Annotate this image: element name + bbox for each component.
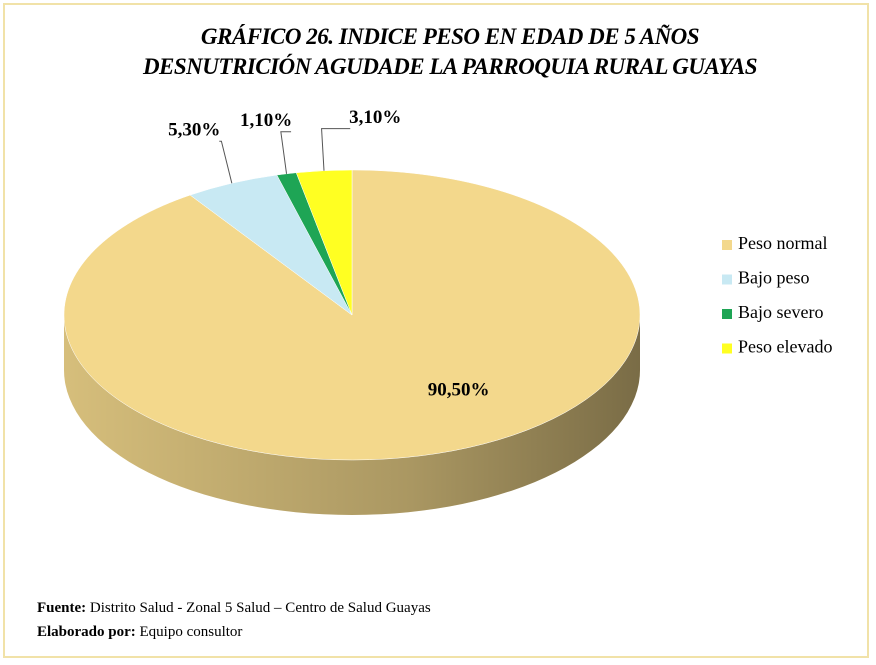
source-line: Fuente: Distrito Salud - Zonal 5 Salud –…: [37, 600, 431, 617]
legend-swatch: [722, 240, 732, 250]
credit-text: Equipo consultor: [139, 624, 243, 640]
credit-label: Elaborado por:: [37, 624, 136, 640]
legend-label: Peso elevado: [738, 337, 832, 357]
legend-swatch: [722, 274, 732, 285]
source-label: Fuente:: [37, 600, 87, 616]
legend-swatch: [722, 309, 732, 319]
data-label: 3,10%: [349, 107, 401, 128]
leader-line: [321, 128, 351, 171]
data-label: 5,30%: [168, 120, 220, 141]
data-label: 1,10%: [240, 110, 292, 131]
legend-label: Bajo peso: [738, 268, 810, 288]
legend-swatch: [722, 343, 732, 354]
leader-line: [219, 140, 233, 184]
legend-label: Peso normal: [738, 233, 828, 253]
data-label: 90,50%: [428, 380, 490, 401]
leader-line: [280, 131, 292, 174]
side-shade: [64, 315, 640, 515]
chart-title: GRÁFICO 26. INDICE PESO EN EDAD DE 5 AÑO…: [142, 24, 758, 79]
slice: [295, 169, 353, 316]
legend-label: Bajo severo: [738, 302, 823, 322]
chart-frame: [3, 3, 869, 658]
credit-line: Elaborado por: Equipo consultor: [37, 624, 242, 641]
source-text: Distrito Salud - Zonal 5 Salud – Centro …: [89, 600, 431, 616]
